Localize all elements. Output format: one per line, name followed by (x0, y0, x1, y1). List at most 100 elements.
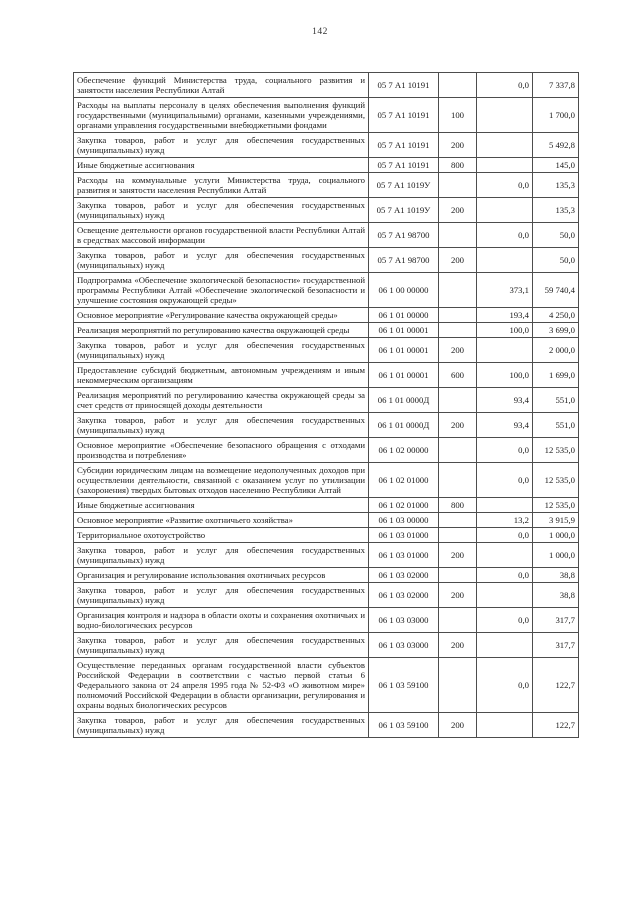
cell-group (438, 322, 477, 338)
cell-amount: 12 535,0 (532, 462, 579, 498)
cell-name: Предоставление субсидий бюджетным, автон… (73, 362, 369, 388)
cell-group (438, 222, 477, 248)
cell-code: 06 1 03 59100 (368, 657, 439, 713)
cell-name: Основное мероприятие «Обеспечение безопа… (73, 437, 369, 463)
cell-name: Подпрограмма «Обеспечение экологической … (73, 272, 369, 308)
cell-amount: 135,3 (532, 197, 579, 223)
cell-name: Иные бюджетные ассигнования (73, 497, 369, 513)
cell-percent: 0,0 (476, 657, 533, 713)
table-row: Закупка товаров, работ и услуг для обесп… (73, 582, 579, 608)
cell-amount: 12 535,0 (532, 497, 579, 513)
cell-name: Закупка товаров, работ и услуг для обесп… (73, 412, 369, 438)
cell-name: Основное мероприятие «Регулирование каче… (73, 307, 369, 323)
cell-amount: 4 250,0 (532, 307, 579, 323)
table-row: Закупка товаров, работ и услуг для обесп… (73, 197, 579, 223)
cell-amount: 1 000,0 (532, 542, 579, 568)
cell-group (438, 607, 477, 633)
cell-percent: 100,0 (476, 362, 533, 388)
cell-percent: 373,1 (476, 272, 533, 308)
cell-name: Осуществление переданных органам государ… (73, 657, 369, 713)
cell-group: 200 (438, 132, 477, 158)
cell-group: 200 (438, 247, 477, 273)
cell-code: 06 1 02 00000 (368, 437, 439, 463)
table-row: Закупка товаров, работ и услуг для обесп… (73, 247, 579, 273)
cell-group: 600 (438, 362, 477, 388)
table-row: Иные бюджетные ассигнования 06 1 02 01000… (73, 497, 579, 513)
cell-group (438, 512, 477, 528)
cell-name: Организация и регулирование использовани… (73, 567, 369, 583)
cell-percent: 0,0 (476, 462, 533, 498)
cell-amount: 317,7 (532, 632, 579, 658)
cell-amount: 1 699,0 (532, 362, 579, 388)
cell-name: Территориальное охотоустройство (73, 527, 369, 543)
cell-group: 200 (438, 337, 477, 363)
table-row: Обеспечение функций Министерства труда, … (73, 72, 579, 98)
table-row: Территориальное охотоустройство 06 1 03 0… (73, 527, 579, 543)
cell-group (438, 72, 477, 98)
cell-group (438, 567, 477, 583)
table-row: Основное мероприятие «Развитие охотничье… (73, 512, 579, 528)
cell-group: 200 (438, 197, 477, 223)
cell-group: 200 (438, 712, 477, 738)
cell-group (438, 437, 477, 463)
table-row: Основное мероприятие «Обеспечение безопа… (73, 437, 579, 463)
cell-amount: 50,0 (532, 222, 579, 248)
cell-percent: 100,0 (476, 322, 533, 338)
cell-code: 06 1 01 00000 (368, 307, 439, 323)
cell-percent (476, 497, 533, 513)
table-row: Закупка товаров, работ и услуг для обесп… (73, 412, 579, 438)
cell-amount: 145,0 (532, 157, 579, 173)
cell-name: Реализация мероприятий по регулированию … (73, 387, 369, 413)
cell-percent (476, 157, 533, 173)
cell-code: 05 7 А1 98700 (368, 222, 439, 248)
cell-amount: 2 000,0 (532, 337, 579, 363)
cell-name: Расходы на выплаты персоналу в целях обе… (73, 97, 369, 133)
cell-code: 06 1 03 02000 (368, 567, 439, 583)
cell-group (438, 387, 477, 413)
cell-name: Организация контроля и надзора в области… (73, 607, 369, 633)
cell-percent: 13,2 (476, 512, 533, 528)
table-row: Освещение деятельности органов государст… (73, 222, 579, 248)
budget-table: Обеспечение функций Министерства труда, … (73, 72, 579, 738)
cell-name: Обеспечение функций Министерства труда, … (73, 72, 369, 98)
cell-amount: 3 915,9 (532, 512, 579, 528)
cell-percent: 0,0 (476, 527, 533, 543)
cell-amount: 122,7 (532, 712, 579, 738)
cell-amount: 3 699,0 (532, 322, 579, 338)
cell-name: Закупка товаров, работ и услуг для обесп… (73, 712, 369, 738)
cell-group (438, 272, 477, 308)
cell-percent (476, 632, 533, 658)
cell-percent (476, 712, 533, 738)
cell-code: 06 1 03 03000 (368, 607, 439, 633)
cell-group: 800 (438, 497, 477, 513)
cell-name: Закупка товаров, работ и услуг для обесп… (73, 632, 369, 658)
cell-code: 06 1 03 59100 (368, 712, 439, 738)
table-row: Иные бюджетные ассигнования 05 7 А1 10191… (73, 157, 579, 173)
cell-code: 05 7 А1 98700 (368, 247, 439, 273)
cell-amount: 551,0 (532, 387, 579, 413)
cell-amount: 1 700,0 (532, 97, 579, 133)
cell-code: 06 1 01 00001 (368, 322, 439, 338)
cell-group: 100 (438, 97, 477, 133)
cell-group (438, 657, 477, 713)
cell-group: 200 (438, 412, 477, 438)
cell-code: 06 1 01 00001 (368, 337, 439, 363)
table-row: Подпрограмма «Обеспечение экологической … (73, 272, 579, 308)
cell-percent (476, 247, 533, 273)
cell-amount: 317,7 (532, 607, 579, 633)
cell-group: 200 (438, 582, 477, 608)
cell-percent (476, 132, 533, 158)
table-row: Основное мероприятие «Регулирование каче… (73, 307, 579, 323)
cell-amount: 122,7 (532, 657, 579, 713)
cell-percent: 0,0 (476, 222, 533, 248)
cell-percent: 93,4 (476, 387, 533, 413)
budget-table-body: Обеспечение функций Министерства труда, … (73, 72, 579, 738)
cell-name: Субсидии юридическим лицам на возмещение… (73, 462, 369, 498)
table-row: Закупка товаров, работ и услуг для обесп… (73, 712, 579, 738)
cell-code: 05 7 А1 10191 (368, 132, 439, 158)
cell-name: Закупка товаров, работ и услуг для обесп… (73, 197, 369, 223)
cell-name: Закупка товаров, работ и услуг для обесп… (73, 542, 369, 568)
cell-code: 06 1 01 0000Д (368, 412, 439, 438)
cell-code: 06 1 01 0000Д (368, 387, 439, 413)
